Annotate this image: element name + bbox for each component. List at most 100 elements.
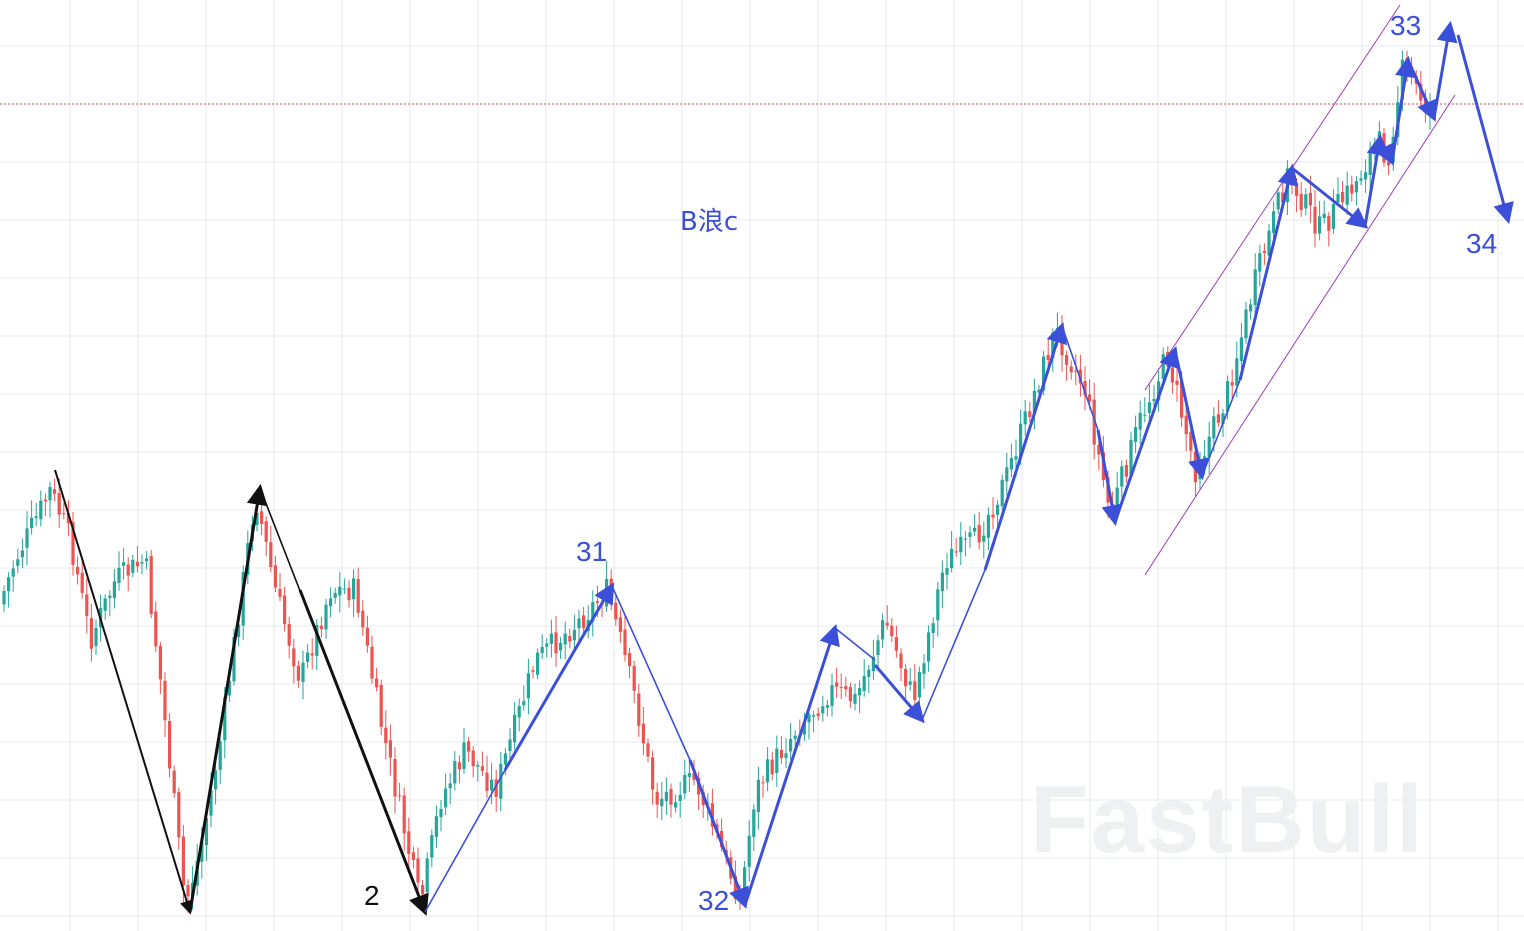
- candle-body: [342, 588, 346, 590]
- candle-body: [526, 673, 530, 699]
- candle-body: [214, 770, 218, 790]
- candle-body: [287, 624, 291, 646]
- candle-body: [1065, 354, 1069, 365]
- wave-arrow: [921, 569, 986, 721]
- candle-body: [779, 749, 783, 759]
- chart-title: B浪c: [680, 207, 738, 237]
- candle-body: [283, 595, 287, 625]
- candle-body: [209, 790, 213, 816]
- candle-body: [1069, 366, 1073, 373]
- candle-body: [545, 643, 549, 647]
- candle-body: [163, 680, 167, 721]
- candle-body: [1000, 479, 1004, 507]
- candle-body: [273, 565, 277, 588]
- candle-body: [1216, 414, 1220, 423]
- candle-body: [2, 591, 6, 605]
- candle-body: [379, 684, 383, 727]
- candle-body: [720, 830, 724, 848]
- candle-body: [172, 770, 176, 794]
- candle-body: [1014, 456, 1018, 460]
- candle-body: [1097, 444, 1101, 455]
- candle-body: [1023, 411, 1027, 425]
- candle-body: [1134, 427, 1138, 442]
- candle-body: [950, 548, 954, 569]
- watermark: FastBull: [1030, 766, 1425, 873]
- candle-body: [1157, 381, 1161, 401]
- candle-body: [476, 765, 480, 767]
- candle-body: [922, 663, 926, 674]
- candle-body: [112, 581, 116, 598]
- candle-body: [1313, 206, 1317, 234]
- candle-body: [1235, 358, 1239, 386]
- candle-body: [743, 867, 747, 900]
- wave-arrow: [54, 469, 194, 915]
- candle-body: [991, 514, 995, 518]
- wave-arrows: [54, 20, 1514, 916]
- candle-body: [158, 645, 162, 680]
- candle-body: [821, 706, 825, 714]
- candle-body: [356, 579, 360, 613]
- candle-body: [683, 774, 687, 794]
- candle-body: [218, 741, 222, 771]
- candle-body: [462, 742, 466, 770]
- candle-body: [388, 740, 392, 758]
- candle-body: [982, 535, 986, 542]
- candle-body: [1281, 192, 1285, 203]
- candle-body: [1258, 253, 1262, 272]
- candle-body: [1078, 369, 1082, 384]
- candle-body: [632, 666, 636, 691]
- wave-label-2: 2: [364, 880, 380, 911]
- candle-body: [269, 542, 273, 568]
- candle-body: [1318, 216, 1322, 234]
- candle-body: [977, 525, 981, 543]
- candle-body: [232, 637, 236, 682]
- candle-body: [1124, 465, 1128, 477]
- candle-body: [1005, 467, 1009, 482]
- candle-body: [959, 536, 963, 553]
- candle-body: [227, 681, 231, 696]
- candle-body: [513, 714, 517, 743]
- candle-body: [986, 514, 990, 538]
- candle-body: [43, 499, 47, 502]
- wave-arrow: [688, 759, 749, 909]
- candle-body: [503, 753, 507, 765]
- candle-body: [1170, 367, 1174, 383]
- candle-body: [1253, 269, 1257, 306]
- candle-body: [628, 652, 632, 667]
- candle-body: [204, 818, 208, 846]
- candle-body: [761, 782, 765, 784]
- candle-body: [16, 559, 20, 566]
- candle-body: [1032, 390, 1036, 414]
- candle-body: [71, 522, 75, 565]
- candle-body: [338, 586, 342, 596]
- candle-body: [1129, 439, 1133, 475]
- candle-body: [278, 588, 282, 597]
- candle-body: [448, 783, 452, 789]
- candle-body: [480, 766, 484, 771]
- candle-body: [945, 568, 949, 575]
- candle-body: [1295, 182, 1299, 196]
- candle-body: [839, 687, 843, 689]
- candle-body: [1373, 143, 1377, 150]
- candle-body: [1239, 337, 1243, 362]
- candle-body: [908, 681, 912, 685]
- candle-body: [425, 858, 429, 893]
- candle-body: [384, 727, 388, 744]
- candle-body: [830, 685, 834, 706]
- candle-body: [853, 693, 857, 704]
- candle-body: [361, 610, 365, 628]
- wave-arrow: [1363, 133, 1388, 227]
- candle-body: [1074, 370, 1078, 372]
- candle-body: [453, 760, 457, 784]
- candle-body: [536, 652, 540, 675]
- candle-body: [457, 762, 461, 770]
- candle-body: [347, 587, 351, 601]
- candle-body: [1152, 398, 1156, 402]
- candle-body: [117, 567, 121, 584]
- candle-body: [39, 500, 43, 520]
- wave-label-34: 34: [1466, 228, 1497, 259]
- candle-body: [802, 722, 806, 735]
- candle-body: [881, 620, 885, 640]
- wave-arrow: [834, 627, 876, 661]
- candle-body: [747, 835, 751, 867]
